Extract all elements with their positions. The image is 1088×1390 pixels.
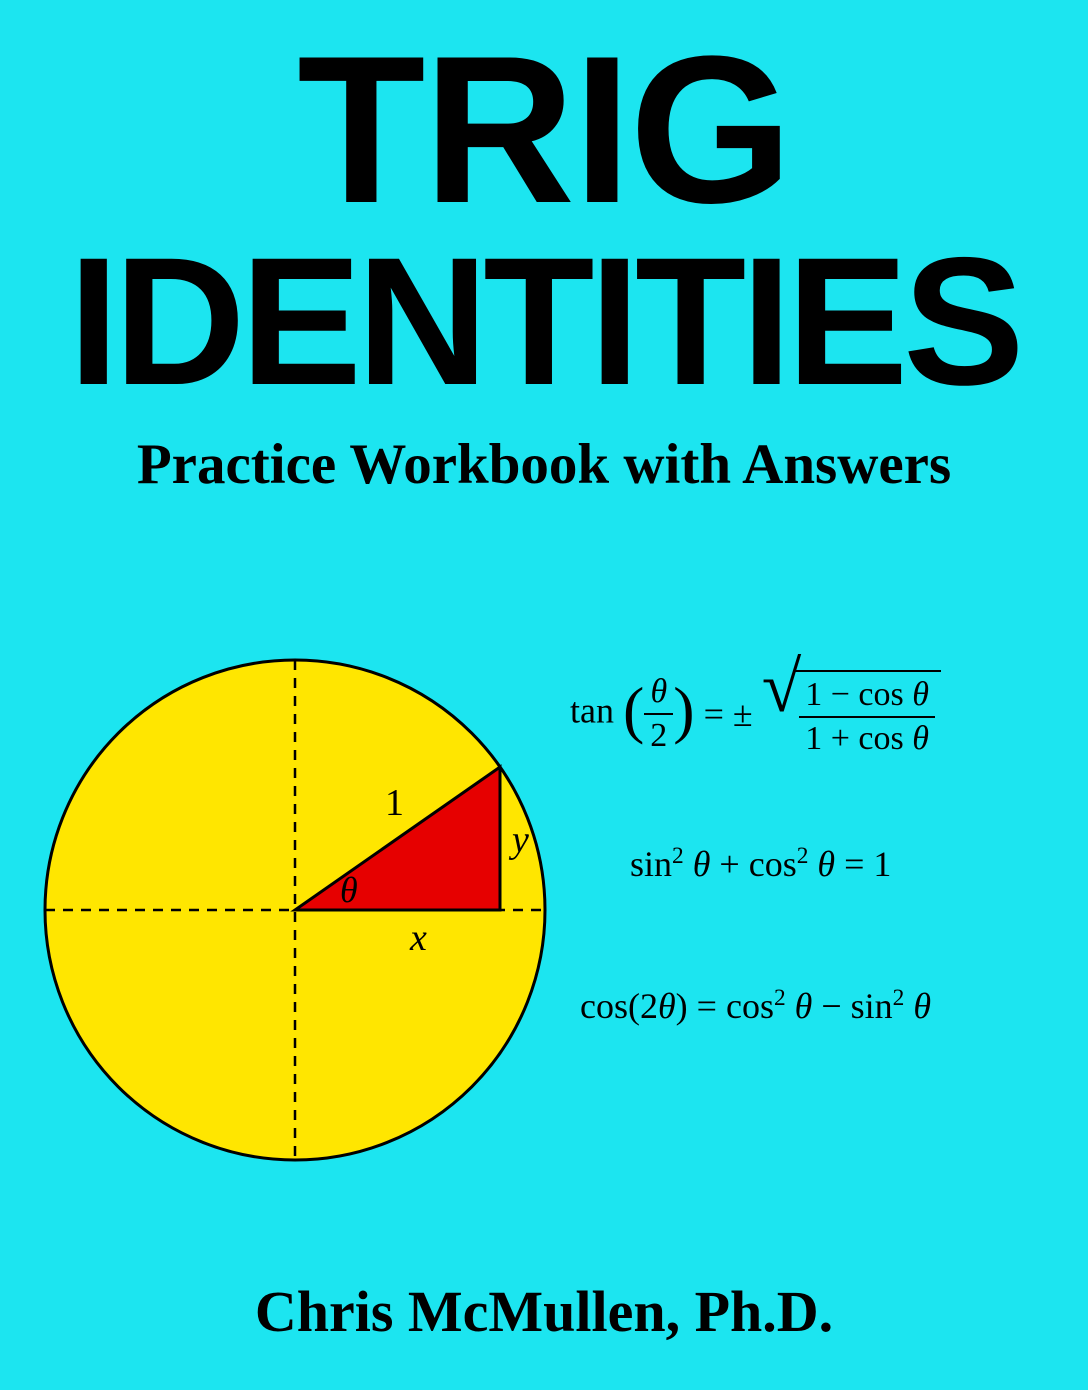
equations-block: tan ( θ 2 ) = ± √ 1 − cos θ 1 + cos θ si… xyxy=(570,670,1070,1127)
eq1-arg-num: θ xyxy=(644,673,673,715)
eq1-fn: tan xyxy=(570,690,614,730)
title-line-1: TRIG xyxy=(0,30,1088,230)
label-angle: θ xyxy=(340,870,358,910)
eq1-rhs-num: 1 − cos θ xyxy=(799,676,935,718)
eq1-pm: ± xyxy=(733,694,753,734)
unit-circle-diagram: 1 x y θ xyxy=(30,620,560,1180)
equation-half-angle-tan: tan ( θ 2 ) = ± √ 1 − cos θ 1 + cos θ xyxy=(570,670,1070,758)
radical-icon: √ xyxy=(762,666,802,709)
author-name: Chris McMullen, Ph.D. xyxy=(0,1278,1088,1345)
equation-double-angle-cos: cos(2θ) = cos2 θ − sin2 θ xyxy=(580,985,1070,1027)
title-line-2: IDENTITIES xyxy=(0,235,1088,408)
eq1-rhs-den: 1 + cos θ xyxy=(799,718,935,758)
eq1-arg-den: 2 xyxy=(644,715,673,755)
label-hypotenuse: 1 xyxy=(385,782,404,824)
equation-pythagorean: sin2 θ + cos2 θ = 1 xyxy=(630,843,1070,885)
label-adjacent: x xyxy=(409,917,427,959)
label-opposite: y xyxy=(508,819,529,861)
subtitle: Practice Workbook with Answers xyxy=(0,432,1088,497)
